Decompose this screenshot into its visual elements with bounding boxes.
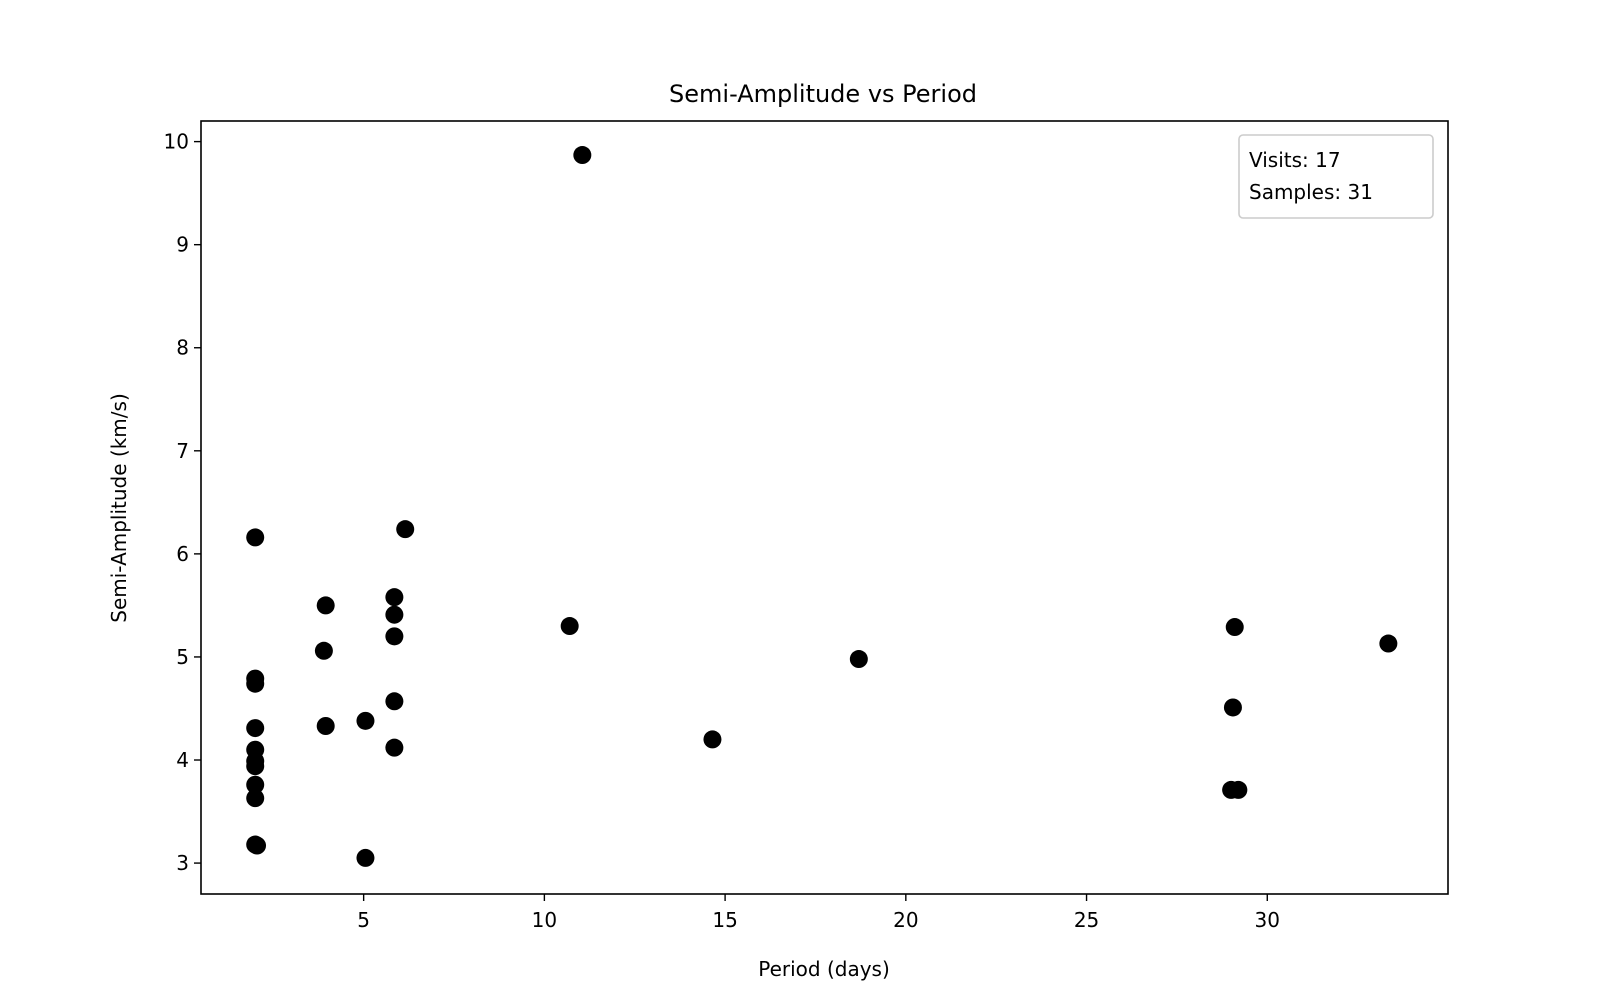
y-tick-label: 3 — [176, 851, 189, 875]
data-point — [573, 146, 592, 165]
data-point — [316, 717, 335, 736]
data-point — [246, 789, 265, 808]
data-point — [246, 757, 265, 776]
x-tick-label: 5 — [357, 908, 370, 932]
x-axis-ticks: 5 10 15 20 25 30 — [357, 894, 1280, 932]
legend: Visits: 17 Samples: 31 — [1238, 134, 1434, 219]
chart-title: Semi-Amplitude vs Period — [669, 80, 977, 108]
legend-samples: Samples: 31 — [1249, 180, 1373, 204]
y-tick-label: 4 — [176, 748, 189, 772]
x-tick-label: 15 — [712, 908, 737, 932]
x-tick-label: 10 — [532, 908, 557, 932]
data-point — [385, 738, 404, 757]
y-tick-label: 7 — [176, 439, 189, 463]
data-points — [246, 146, 1398, 867]
data-point — [560, 617, 579, 636]
data-point — [246, 719, 265, 738]
legend-box — [1238, 134, 1434, 219]
data-point — [246, 528, 265, 547]
y-tick-label: 10 — [164, 130, 189, 154]
data-point — [1229, 780, 1248, 799]
x-tick-label: 30 — [1255, 908, 1280, 932]
data-point — [356, 711, 375, 730]
y-tick-label: 8 — [176, 336, 189, 360]
plot-area-frame — [200, 120, 1449, 895]
data-point — [246, 674, 265, 693]
x-tick-label: 20 — [893, 908, 918, 932]
y-axis-label: Semi-Amplitude (km/s) — [107, 393, 131, 623]
data-point — [314, 641, 333, 660]
data-point — [849, 650, 868, 669]
y-axis-ticks: 3 4 5 6 7 8 9 10 — [164, 130, 201, 875]
data-point — [703, 730, 722, 749]
data-point — [246, 775, 265, 794]
data-point — [356, 848, 375, 867]
x-tick-label: 25 — [1074, 908, 1099, 932]
data-point — [1225, 618, 1244, 637]
y-tick-label: 9 — [176, 233, 189, 257]
legend-visits: Visits: 17 — [1249, 148, 1341, 172]
data-point — [1379, 634, 1398, 653]
data-point — [385, 692, 404, 711]
data-point — [385, 627, 404, 646]
x-axis-label: Period (days) — [758, 957, 890, 981]
y-tick-label: 6 — [176, 542, 189, 566]
y-tick-label: 5 — [176, 645, 189, 669]
data-point — [1223, 698, 1242, 717]
data-point — [396, 520, 415, 539]
data-point — [385, 588, 404, 607]
data-point — [248, 836, 267, 855]
data-point — [385, 605, 404, 624]
data-point — [316, 596, 335, 615]
